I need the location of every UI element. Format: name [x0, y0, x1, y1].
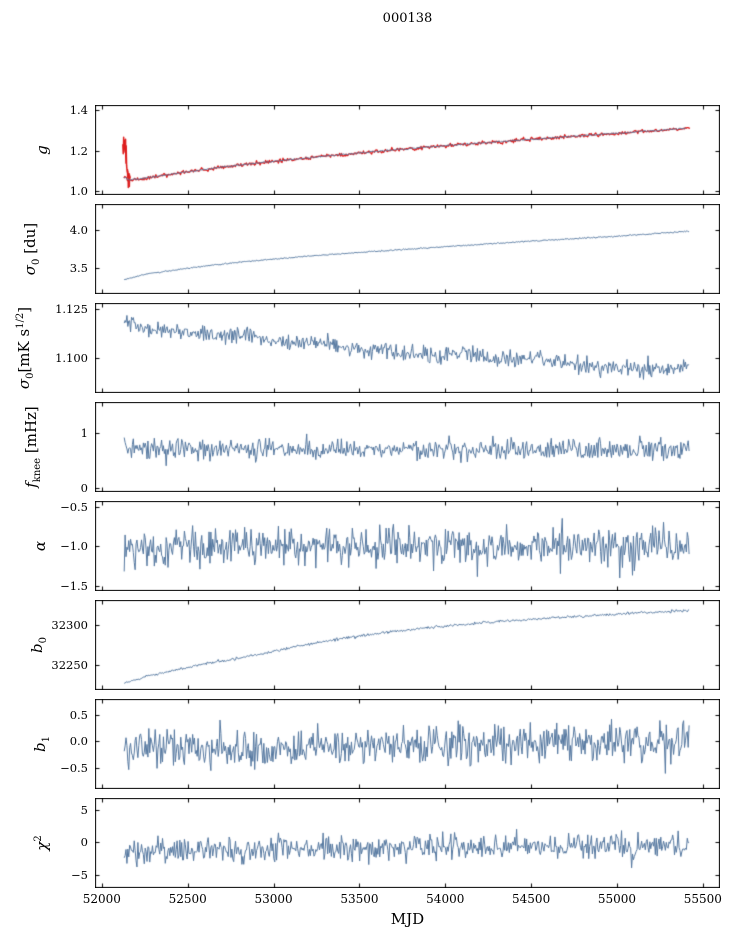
subplot-fknee-canvas	[95, 402, 720, 492]
y-tick-label-fknee: 1	[80, 426, 88, 441]
y-tick-label-chi2: 0	[80, 835, 88, 850]
y-tick-label-g: 1.2	[69, 143, 88, 158]
y-tick-label-b1: 0.0	[69, 734, 88, 749]
y-tick-label-g: 1.0	[69, 183, 88, 198]
y-tick-label-b0: 32300	[51, 617, 88, 632]
subplot-sigma0-mks-canvas	[95, 303, 720, 393]
y-tick-label-sigma0-mks: 1.125	[55, 301, 88, 316]
y-tick-label-b1: −0.5	[60, 760, 88, 775]
subplot-g-canvas	[95, 105, 720, 195]
x-axis-label: MJD	[390, 910, 425, 928]
y-tick-label-alpha: −1.0	[60, 539, 88, 554]
subplot-b1-canvas	[95, 699, 720, 789]
y-tick-label-b1: 0.5	[69, 707, 88, 722]
y-tick-label-sigma0-du: 3.5	[69, 261, 88, 276]
subplot-b0-canvas	[95, 600, 720, 690]
y-tick-label-sigma0-mks: 1.100	[55, 350, 88, 365]
subplot-sigma0-du-canvas	[95, 204, 720, 294]
y-tick-label-b0: 32250	[51, 658, 88, 673]
x-tick-label: 53500	[340, 892, 379, 906]
x-tick-label: 54000	[426, 892, 465, 906]
y-tick-label-alpha: −1.5	[60, 579, 88, 594]
x-tick-label: 54500	[512, 892, 551, 906]
x-tick-label: 55500	[683, 892, 722, 906]
x-tick-label: 52500	[168, 892, 207, 906]
y-tick-label-g: 1.4	[69, 103, 88, 118]
y-tick-label-chi2: 5	[80, 802, 88, 817]
y-tick-label-sigma0-du: 4.0	[69, 223, 88, 238]
subplot-chi2-canvas	[95, 798, 720, 888]
y-tick-label-fknee: 0	[80, 480, 88, 495]
y-tick-label-chi2: −5	[71, 867, 88, 882]
subplot-alpha-canvas	[95, 501, 720, 591]
figure-title: 000138	[382, 11, 433, 26]
x-tick-label: 55000	[597, 892, 637, 906]
y-tick-label-alpha: −0.5	[60, 499, 88, 514]
x-tick-label: 52000	[82, 892, 121, 906]
x-tick-label: 53000	[254, 892, 293, 906]
